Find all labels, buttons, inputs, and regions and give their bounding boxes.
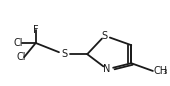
Text: 3: 3: [163, 69, 167, 75]
Text: S: S: [61, 49, 67, 59]
Text: CH: CH: [153, 66, 167, 76]
Text: F: F: [33, 25, 39, 35]
Text: Cl: Cl: [17, 52, 26, 62]
Text: Cl: Cl: [14, 38, 23, 48]
Text: S: S: [102, 31, 108, 41]
Text: N: N: [104, 64, 111, 74]
